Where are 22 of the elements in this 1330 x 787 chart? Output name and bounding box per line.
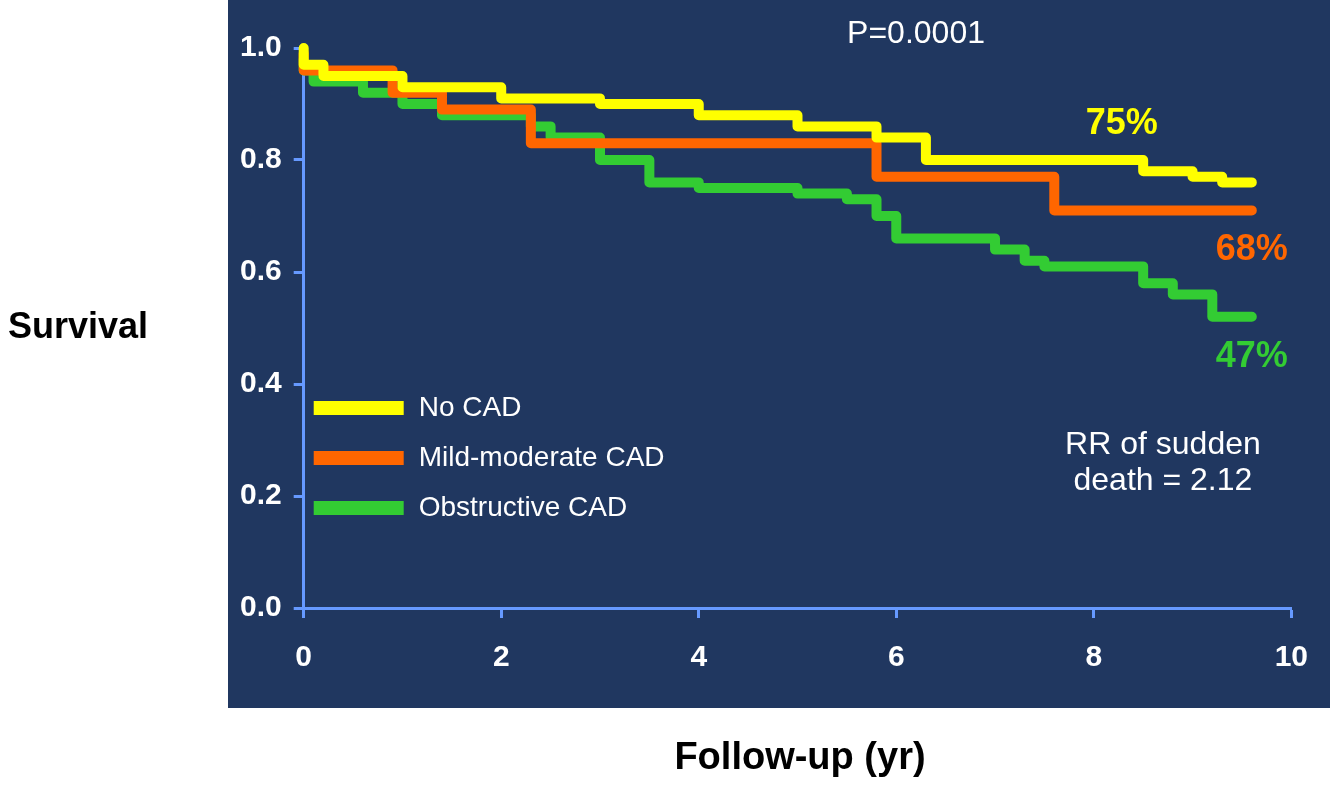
legend-label: Mild-moderate CAD (418, 440, 665, 472)
annotation: RR of sudden death = 2.12 (1065, 424, 1261, 497)
annotation: 68% (1215, 227, 1288, 269)
x-tick-label: 10 (1274, 639, 1308, 673)
y-tick-label: 1.0 (239, 29, 282, 63)
y-tick-label: 0.8 (239, 141, 282, 175)
annotation: P=0.0001 (847, 13, 985, 50)
x-tick-label: 6 (887, 639, 905, 673)
x-tick-label: 4 (690, 639, 708, 673)
x-axis-title: Follow-up (yr) (673, 735, 927, 778)
y-tick-label: 0.2 (239, 477, 282, 511)
annotation: 75% (1085, 101, 1158, 143)
y-tick-label: 0.4 (239, 365, 282, 399)
y-tick-label: 0.6 (239, 253, 282, 287)
annotation: 47% (1215, 333, 1288, 375)
legend-label: Obstructive CAD (418, 490, 628, 522)
y-tick-label: 0.0 (239, 589, 282, 623)
x-tick-label: 2 (492, 639, 510, 673)
y-axis-title: Survival (8, 305, 149, 347)
legend-label: No CAD (418, 390, 522, 422)
x-tick-label: 8 (1085, 639, 1103, 673)
x-tick-label: 0 (295, 639, 313, 673)
